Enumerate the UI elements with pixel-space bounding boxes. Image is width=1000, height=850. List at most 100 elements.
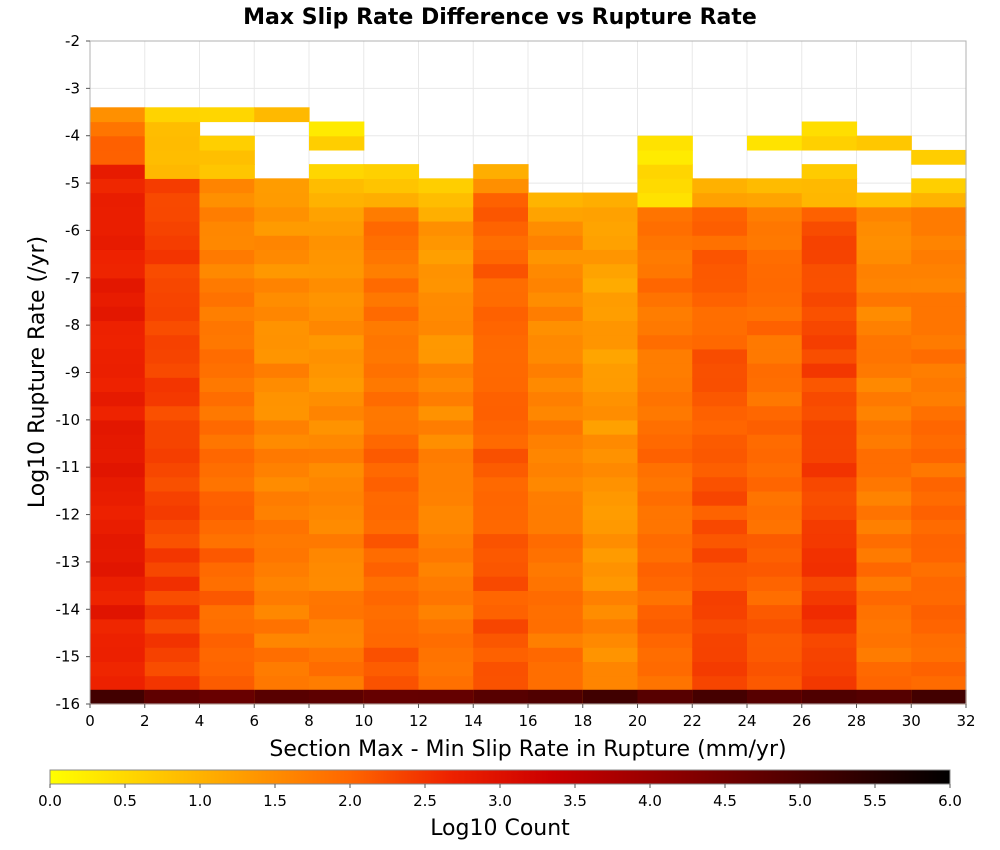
heatmap-cell — [911, 675, 967, 691]
heatmap-cell — [363, 164, 420, 179]
colorbar-tick-label: 4.5 — [713, 792, 737, 810]
heatmap-cell — [856, 263, 912, 279]
heatmap-cell — [911, 547, 967, 563]
heatmap-cell — [692, 519, 748, 535]
heatmap-cell — [254, 220, 310, 236]
heatmap-cell — [199, 505, 255, 520]
heatmap-cell — [582, 505, 639, 520]
heatmap-cell — [254, 434, 310, 449]
heatmap-cell — [692, 547, 748, 563]
y-tick-label: -5 — [65, 174, 80, 192]
heatmap-cell — [309, 419, 365, 435]
heatmap-cell — [637, 306, 693, 322]
heatmap-cell — [692, 590, 748, 606]
heatmap-cell — [254, 206, 310, 222]
heatmap-cell — [144, 547, 201, 563]
heatmap-cell — [911, 490, 967, 506]
heatmap-cell — [747, 249, 803, 265]
heatmap-cell — [363, 434, 420, 449]
heatmap-cell — [637, 576, 693, 591]
heatmap-cell — [254, 391, 310, 407]
heatmap-cell — [692, 604, 748, 620]
heatmap-cell — [911, 363, 967, 378]
heatmap-cell — [528, 419, 584, 435]
heatmap-cell — [254, 107, 310, 123]
heatmap-cell — [911, 590, 967, 606]
heatmap-cell-bottom — [363, 689, 420, 704]
heatmap-cell — [801, 291, 858, 307]
heatmap-cell — [637, 505, 693, 520]
heatmap-cell — [254, 249, 310, 265]
heatmap-cell-bottom — [199, 689, 255, 704]
heatmap-cell — [144, 505, 201, 520]
heatmap-cell — [582, 320, 639, 336]
heatmap-cell — [582, 490, 639, 506]
x-tick-label: 0 — [85, 712, 95, 730]
heatmap-cell — [363, 192, 420, 208]
heatmap-cell — [637, 149, 693, 165]
heatmap-cell — [528, 448, 584, 464]
heatmap-cell — [747, 377, 803, 393]
heatmap-cell — [911, 505, 967, 520]
heatmap-cell — [418, 561, 474, 577]
heatmap-cell — [528, 277, 584, 293]
heatmap-cell — [473, 476, 529, 492]
heatmap-cell — [473, 334, 529, 350]
heatmap-cell — [254, 178, 310, 194]
heatmap-cell — [199, 476, 255, 492]
heatmap-cell — [90, 476, 146, 492]
heatmap-cell — [747, 363, 803, 378]
heatmap-cell — [418, 476, 474, 492]
heatmap-cell — [747, 448, 803, 464]
heatmap-cell — [473, 263, 529, 279]
heatmap-cell — [692, 320, 748, 336]
heatmap-cell — [582, 419, 639, 435]
heatmap-cell — [473, 448, 529, 464]
heatmap-cell — [856, 675, 912, 691]
heatmap-cell — [90, 490, 146, 506]
heatmap-cell — [254, 618, 310, 634]
heatmap-cell — [911, 192, 967, 208]
heatmap-cell — [363, 419, 420, 435]
heatmap-cell — [418, 320, 474, 336]
heatmap-cell — [144, 590, 201, 606]
heatmap-cell — [144, 519, 201, 535]
heatmap-cell-bottom — [856, 689, 912, 704]
heatmap-cell — [418, 405, 474, 421]
heatmap-cell — [363, 604, 420, 620]
heatmap-cell — [582, 604, 639, 620]
heatmap-cell — [199, 661, 255, 677]
heatmap-cell — [473, 647, 529, 662]
heatmap-cell — [199, 206, 255, 222]
heatmap-cell — [747, 206, 803, 222]
heatmap-cell — [528, 249, 584, 265]
heatmap-cell — [747, 306, 803, 322]
heatmap-cell — [856, 334, 912, 350]
heatmap-cell — [309, 291, 365, 307]
heatmap-cell — [747, 192, 803, 208]
heatmap-cell — [856, 519, 912, 535]
heatmap-cell — [692, 533, 748, 549]
heatmap-cell-bottom — [637, 689, 693, 704]
heatmap-cell — [856, 434, 912, 449]
heatmap-cell — [418, 675, 474, 691]
heatmap-cell — [528, 547, 584, 563]
heatmap-cell — [692, 448, 748, 464]
heatmap-cell — [363, 348, 420, 364]
heatmap-cell — [473, 505, 529, 520]
heatmap-cell — [144, 405, 201, 421]
heatmap-cell — [911, 263, 967, 279]
heatmap-cell — [363, 235, 420, 250]
y-tick-label: -3 — [65, 79, 80, 97]
heatmap-cell — [144, 291, 201, 307]
heatmap-cell — [254, 632, 310, 648]
heatmap-cell — [199, 249, 255, 265]
heatmap-cell — [692, 263, 748, 279]
heatmap-cell — [363, 220, 420, 236]
heatmap-cell — [911, 519, 967, 535]
heatmap-cell — [801, 661, 858, 677]
heatmap-cell — [856, 448, 912, 464]
heatmap-cell — [199, 320, 255, 336]
heatmap-cell — [418, 448, 474, 464]
heatmap-cell — [801, 391, 858, 407]
